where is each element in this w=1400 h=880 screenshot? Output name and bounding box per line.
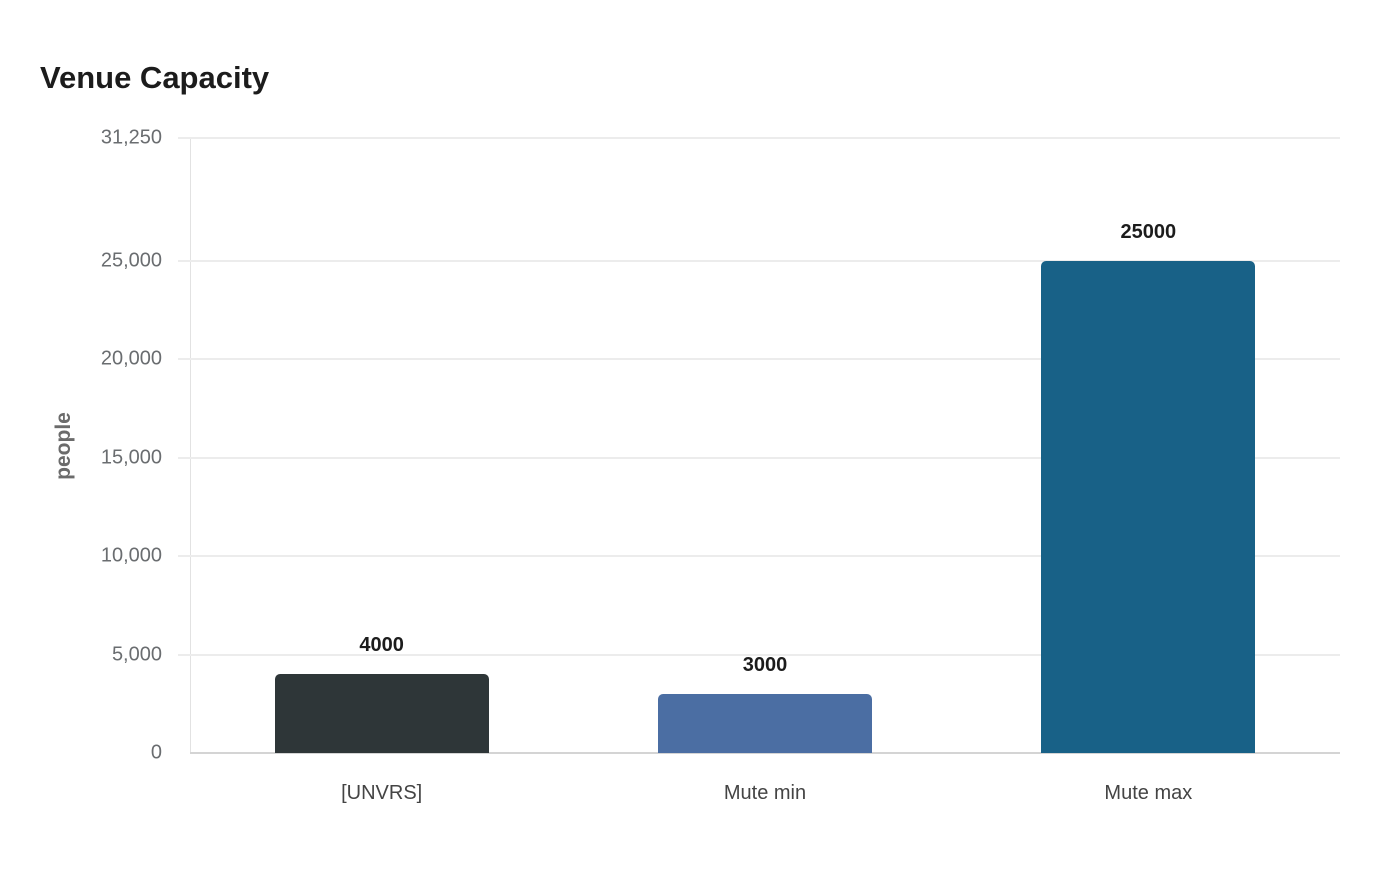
plot-area: 0 5,000 10,000 15,000 20,000 25,000 31,250 4000… [101, 127, 1340, 764]
gridline [178, 456, 1340, 459]
gridline [178, 555, 1340, 558]
bar[interactable] [1041, 261, 1256, 753]
chart-title: Venue Capacity [40, 60, 270, 95]
gridline [178, 137, 1340, 139]
y-tick-label: 15,000 [100, 446, 162, 469]
y-axis-line [190, 138, 191, 753]
y-tick-label: 5,000 [111, 643, 162, 666]
bar[interactable] [658, 693, 872, 753]
gridline [178, 653, 1340, 656]
y-tick-label: 31,250 [100, 126, 162, 149]
y-axis-label: people [52, 412, 75, 480]
bar-value-label: 4000 [359, 634, 404, 657]
gridline [178, 358, 1340, 361]
x-tick-label: Mute max [1104, 782, 1193, 804]
x-axis-line [190, 752, 1340, 754]
bar-value-label: 25000 [1120, 221, 1177, 243]
y-tick-label: 10,000 [100, 544, 162, 567]
y-tick-label: 0 [150, 741, 162, 764]
x-tick-label: [UNVRS] [341, 782, 423, 804]
bar[interactable] [274, 674, 489, 753]
bar-value-label: 3000 [742, 653, 788, 676]
y-tick-label: 25,000 [100, 249, 162, 272]
y-tick-label: 20,000 [100, 347, 162, 370]
gridline [178, 260, 1340, 262]
x-tick-label: Mute min [723, 782, 807, 804]
